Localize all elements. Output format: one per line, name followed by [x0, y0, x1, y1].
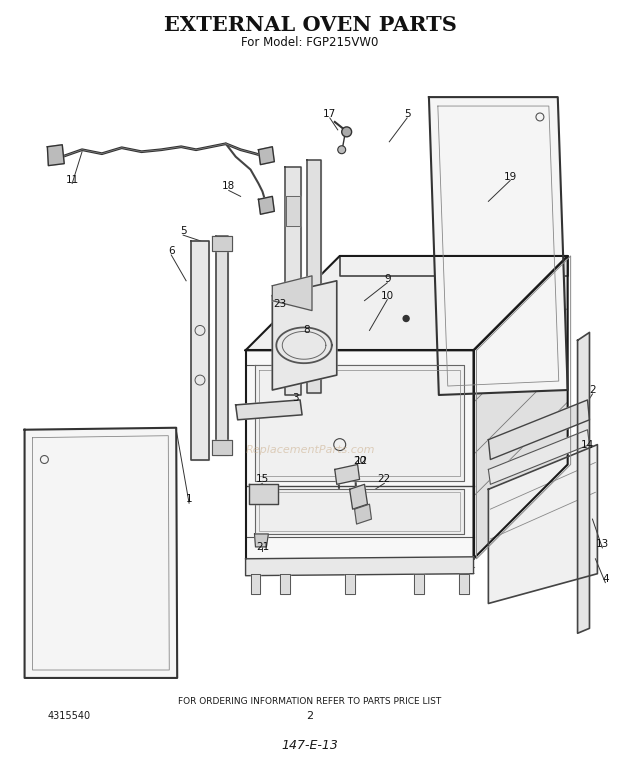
Polygon shape [429, 97, 568, 395]
Polygon shape [255, 365, 464, 481]
Text: FOR ORDERING INFORMATION REFER TO PARTS PRICE LIST: FOR ORDERING INFORMATION REFER TO PARTS … [179, 698, 441, 706]
Polygon shape [285, 167, 301, 395]
Text: 4: 4 [602, 574, 609, 583]
Text: 5: 5 [180, 226, 187, 236]
Text: 19: 19 [503, 171, 517, 181]
Text: 18: 18 [222, 181, 236, 192]
Polygon shape [216, 236, 228, 454]
Polygon shape [272, 281, 337, 390]
Polygon shape [459, 574, 469, 594]
Polygon shape [489, 400, 590, 460]
Text: For Model: FGP215VW0: For Model: FGP215VW0 [241, 36, 379, 49]
Circle shape [338, 145, 346, 154]
Polygon shape [249, 484, 278, 504]
Polygon shape [259, 196, 274, 214]
Text: 2: 2 [306, 711, 314, 721]
Polygon shape [335, 465, 360, 484]
Text: EXTERNAL OVEN PARTS: EXTERNAL OVEN PARTS [164, 15, 456, 34]
Polygon shape [246, 256, 568, 350]
Polygon shape [47, 145, 64, 166]
Text: ReplacementParts.com: ReplacementParts.com [246, 445, 374, 454]
Polygon shape [272, 276, 312, 310]
Text: 23: 23 [273, 299, 287, 309]
Polygon shape [307, 160, 321, 393]
Polygon shape [414, 574, 424, 594]
Polygon shape [191, 241, 209, 460]
Text: 21: 21 [256, 542, 269, 552]
Polygon shape [259, 147, 274, 165]
Polygon shape [25, 428, 177, 678]
Polygon shape [250, 574, 260, 594]
Text: 11: 11 [66, 174, 79, 185]
Text: 15: 15 [256, 475, 269, 484]
Text: 3: 3 [292, 393, 298, 403]
Polygon shape [255, 489, 464, 534]
Polygon shape [212, 236, 232, 251]
Polygon shape [254, 534, 268, 547]
Text: 1: 1 [186, 494, 192, 504]
Text: 9: 9 [384, 274, 391, 284]
Polygon shape [246, 557, 474, 576]
Polygon shape [236, 400, 302, 420]
Polygon shape [246, 350, 474, 559]
Polygon shape [340, 256, 568, 276]
Text: 4315540: 4315540 [47, 711, 91, 721]
Text: 2: 2 [589, 385, 596, 395]
Text: 12: 12 [355, 457, 368, 467]
Text: 20: 20 [353, 457, 366, 467]
Text: 147-E-13: 147-E-13 [281, 739, 339, 752]
Text: 17: 17 [323, 109, 337, 119]
Polygon shape [345, 574, 355, 594]
Text: 5: 5 [404, 109, 410, 119]
Circle shape [403, 316, 409, 321]
Text: 10: 10 [381, 291, 394, 301]
Polygon shape [355, 504, 371, 524]
Text: 22: 22 [378, 475, 391, 484]
Polygon shape [489, 430, 590, 484]
Polygon shape [212, 439, 232, 454]
Text: 8: 8 [304, 325, 311, 335]
Polygon shape [489, 445, 598, 604]
Polygon shape [280, 574, 290, 594]
Polygon shape [286, 196, 300, 226]
Polygon shape [578, 332, 590, 633]
Text: 14: 14 [581, 439, 594, 450]
Text: 6: 6 [168, 246, 175, 256]
Polygon shape [350, 484, 368, 509]
Polygon shape [474, 256, 568, 559]
Circle shape [342, 127, 352, 137]
Text: 13: 13 [596, 539, 609, 549]
